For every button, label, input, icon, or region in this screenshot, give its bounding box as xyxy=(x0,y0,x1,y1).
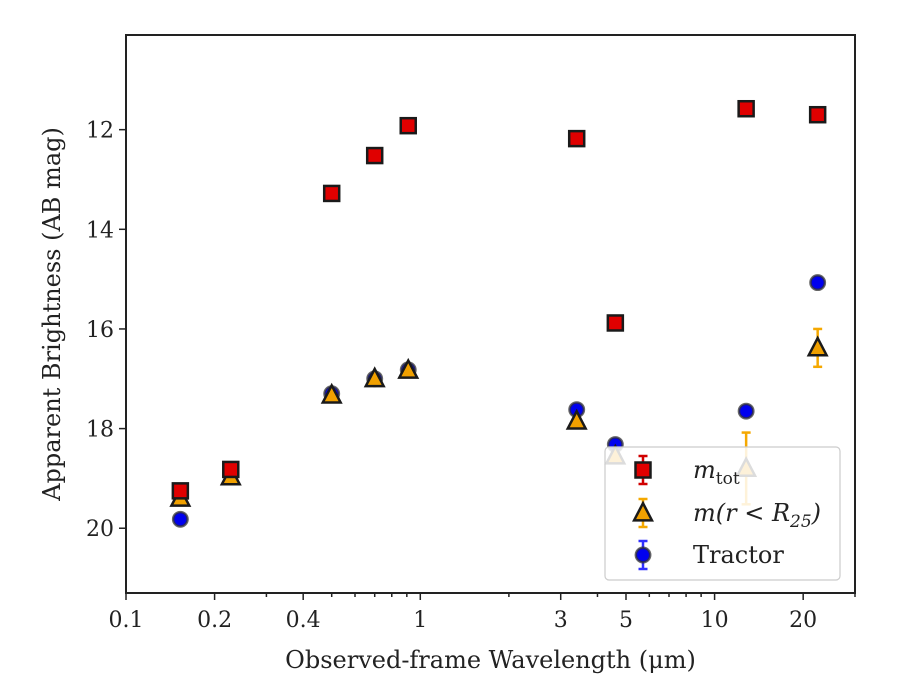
data-point xyxy=(365,146,384,165)
x-tick-label: 0.4 xyxy=(286,608,321,633)
legend-marker xyxy=(634,461,652,479)
data-point xyxy=(222,460,240,479)
x-tick-label: 0.1 xyxy=(109,608,144,633)
plot-area xyxy=(169,99,829,528)
data-point xyxy=(809,274,827,292)
data-point xyxy=(606,314,625,332)
y-tick-label: 12 xyxy=(86,119,114,144)
y-tick-label: 18 xyxy=(86,418,114,443)
y-tick-label: 16 xyxy=(86,318,114,343)
x-tick-label: 0.2 xyxy=(197,608,232,633)
y-tick-label: 20 xyxy=(86,517,114,542)
data-point xyxy=(320,382,343,404)
data-point xyxy=(171,482,190,500)
plot-frame xyxy=(125,34,856,594)
x-tick-label: 1 xyxy=(413,608,427,633)
axis-ticks: 0.1 0.2 0.4 1 3 5 10 20 12 14 16 18 20 xyxy=(86,119,856,633)
data-point xyxy=(737,402,755,420)
legend-entry: mtot xyxy=(634,454,740,489)
legend-label: mtot xyxy=(693,456,740,489)
legend-entry: m(r < R25) xyxy=(632,497,821,532)
data-point xyxy=(363,366,386,388)
series-square xyxy=(171,99,827,500)
x-axis-label: Observed-frame Wavelength (μm) xyxy=(285,646,696,674)
legend: mtot m(r < R25) Tractor xyxy=(604,446,841,581)
data-point xyxy=(806,335,829,357)
x-tick-label: 20 xyxy=(789,608,817,633)
legend-marker xyxy=(634,546,652,564)
y-tick-label: 14 xyxy=(86,218,114,243)
data-point xyxy=(808,105,827,124)
data-point xyxy=(737,99,755,118)
legend-box xyxy=(604,446,841,581)
x-tick-label: 10 xyxy=(701,608,729,633)
data-point xyxy=(171,510,189,528)
legend-entry: Tractor xyxy=(634,539,784,571)
data-point xyxy=(567,129,586,148)
x-tick-label: 3 xyxy=(554,608,568,633)
x-tick-label: 5 xyxy=(619,608,633,633)
data-point xyxy=(322,184,341,203)
data-point xyxy=(565,408,588,430)
data-point xyxy=(397,357,420,379)
legend-label: Tractor xyxy=(693,541,784,569)
legend-marker xyxy=(632,500,654,522)
data-point xyxy=(399,116,417,135)
y-axis-label: Apparent Brightness (AB mag) xyxy=(38,127,66,502)
legend-label: m(r < R25) xyxy=(693,499,821,532)
